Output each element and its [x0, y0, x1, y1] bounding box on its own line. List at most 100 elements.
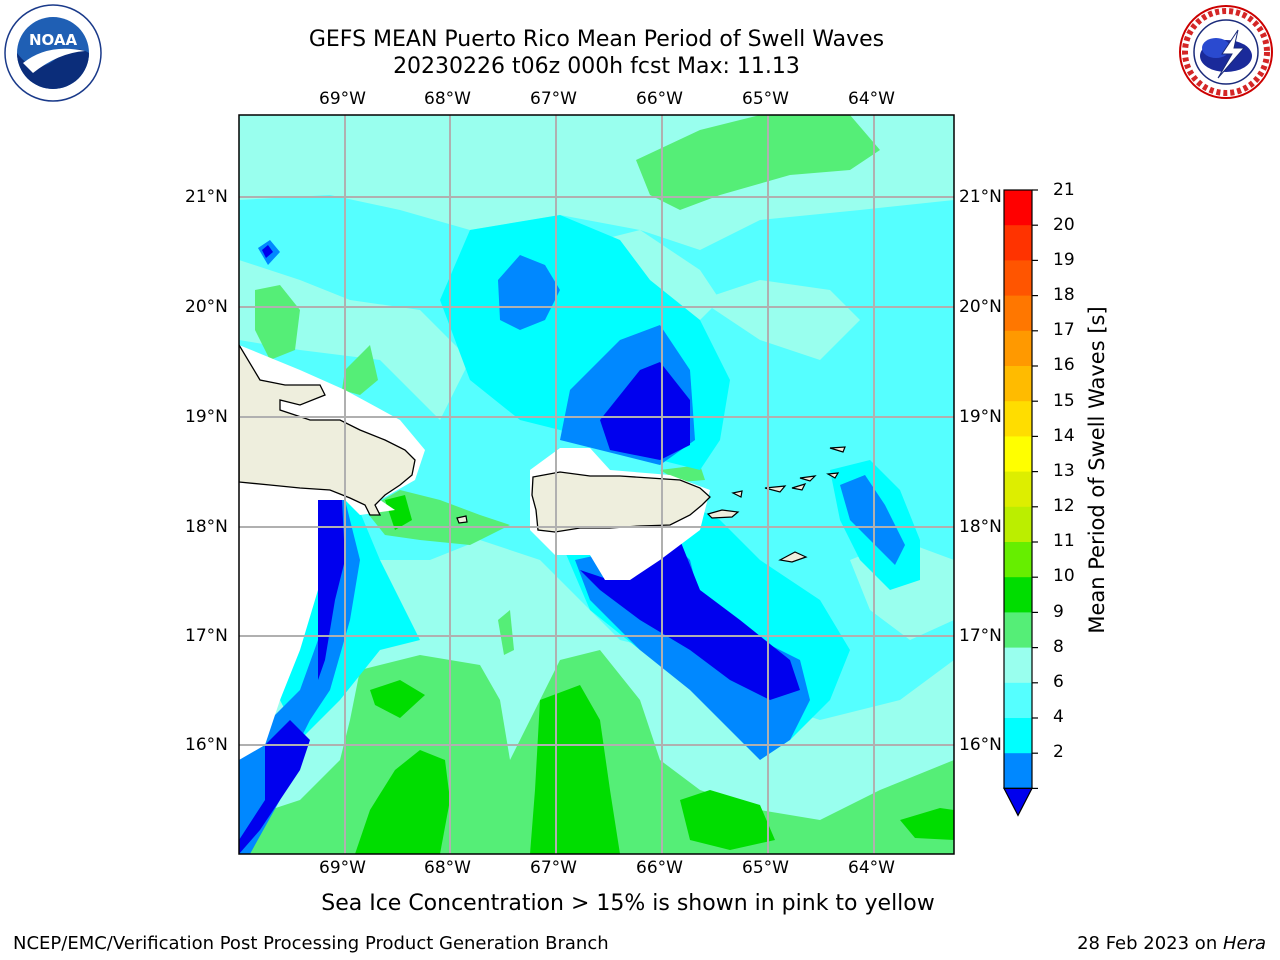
colorbar-tick-label: 11 — [1053, 531, 1075, 551]
colorbar-segment — [1004, 718, 1032, 754]
chart-title: GEFS MEAN Puerto Rico Mean Period of Swe… — [308, 27, 885, 52]
contour-9-10s-pr-east — [660, 465, 705, 482]
colorbar — [1003, 189, 1038, 817]
colorbar-tick-label: 13 — [1053, 461, 1075, 481]
lat-label-left: 18°N — [185, 517, 228, 537]
sea-ice-note: Sea Ice Concentration > 15% is shown in … — [321, 891, 935, 916]
vieques-island — [706, 509, 740, 519]
nws-logo — [1179, 5, 1273, 99]
map-gridlines — [239, 115, 954, 854]
chart-subtitle-forecast: 20230226 t06z 000h fcst Max: 11.13 — [393, 54, 800, 79]
colorbar-segment — [1004, 647, 1032, 684]
lon-label-top: 66°W — [636, 89, 683, 109]
colorbar-segment — [1004, 401, 1032, 437]
contour-9-10s-northeast — [636, 115, 880, 210]
contour-under-2s-north-pr — [600, 362, 690, 460]
contour-10-11s-east — [900, 808, 954, 840]
colorbar-segment — [1004, 577, 1032, 613]
colorbar-segment — [1004, 260, 1032, 297]
contour-2-4s-east — [840, 475, 905, 565]
lon-label-bottom: 68°W — [424, 858, 471, 878]
lat-label-right: 17°N — [959, 626, 1002, 646]
colorbar-tick-label: 8 — [1053, 637, 1064, 657]
colorbar-tick-label: 19 — [1053, 250, 1075, 270]
lon-label-bottom: 66°W — [636, 858, 683, 878]
anegada-island — [826, 446, 846, 479]
colorbar-segment — [1004, 330, 1032, 367]
colorbar-segment — [1004, 436, 1032, 473]
colorbar-segment — [1004, 682, 1032, 719]
colorbar-segment — [1004, 506, 1032, 543]
lat-label-left: 16°N — [185, 735, 228, 755]
contour-10-11s-southwest — [355, 750, 450, 854]
footer-date-text: 28 Feb 2023 on — [1077, 933, 1223, 954]
contour-8-9s-east — [700, 280, 860, 360]
map-plot-area — [239, 115, 954, 854]
lat-label-right: 19°N — [959, 407, 1002, 427]
colorbar-tick-label: 10 — [1053, 566, 1075, 586]
lon-label-bottom: 67°W — [530, 858, 577, 878]
colorbar-tick-label: 15 — [1053, 391, 1075, 411]
mona-island — [456, 515, 468, 524]
colorbar-segment — [1004, 190, 1032, 226]
lat-label-right: 18°N — [959, 517, 1002, 537]
lat-label-right: 20°N — [959, 297, 1002, 317]
footer-credit: NCEP/EMC/Verification Post Processing Pr… — [13, 933, 609, 954]
colorbar-tick-label: 9 — [1053, 602, 1064, 622]
noaa-logo: NOAA — [4, 4, 102, 102]
lat-label-right: 21°N — [959, 187, 1002, 207]
colorbar-title: Mean Period of Swell Waves [s] — [1085, 306, 1109, 634]
lon-label-top: 69°W — [319, 89, 366, 109]
puerto-rico-land — [531, 471, 711, 533]
colorbar-segment — [1004, 366, 1032, 402]
culebra-island — [731, 490, 743, 498]
colorbar-segment — [1004, 295, 1032, 332]
contour-under-2s-southwest — [239, 720, 310, 854]
contour-under-2s-dot — [262, 245, 273, 258]
colorbar-segment — [1004, 542, 1032, 578]
contour-under-2s-south-pr — [580, 540, 800, 700]
lon-label-top: 67°W — [530, 89, 577, 109]
virgin-islands — [764, 475, 817, 493]
colorbar-tick-label: 6 — [1053, 672, 1064, 692]
contour-10-11s-mona — [385, 495, 412, 530]
colorbar-segment — [1004, 753, 1032, 789]
footer-machine: Hera — [1222, 933, 1266, 954]
contour-9-10s-small — [342, 345, 378, 395]
colorbar-frame — [1003, 189, 1033, 790]
lat-label-left: 17°N — [185, 626, 228, 646]
colorbar-tick-label: 21 — [1053, 180, 1075, 200]
st-croix-island — [778, 551, 808, 563]
colorbar-tick-label: 2 — [1053, 742, 1064, 762]
contour-2-4s-north — [498, 255, 560, 330]
colorbar-tick-label: 18 — [1053, 285, 1075, 305]
lat-label-left: 20°N — [185, 297, 228, 317]
colorbar-segment — [1004, 471, 1032, 508]
contour-10-11s-west — [370, 680, 425, 718]
lat-label-right: 16°N — [959, 735, 1002, 755]
lon-label-bottom: 64°W — [848, 858, 895, 878]
lon-label-top: 64°W — [848, 89, 895, 109]
lon-label-bottom: 65°W — [742, 858, 789, 878]
contour-10-11s-southeast — [680, 790, 775, 850]
lon-label-top: 65°W — [742, 89, 789, 109]
map-frame — [238, 114, 955, 855]
colorbar-segment — [1004, 225, 1032, 261]
colorbar-tick-label: 20 — [1053, 215, 1075, 235]
mask-hispaniola-south — [239, 480, 395, 760]
noaa-logo-text: NOAA — [29, 31, 78, 49]
lon-label-bottom: 69°W — [319, 858, 366, 878]
contour-9-10s-northwest — [255, 285, 300, 360]
colorbar-tick-label: 14 — [1053, 426, 1075, 446]
colorbar-tick-label: 12 — [1053, 496, 1075, 516]
colorbar-tick-label: 4 — [1053, 707, 1064, 727]
lat-label-left: 21°N — [185, 187, 228, 207]
lat-label-left: 19°N — [185, 407, 228, 427]
lon-label-top: 68°W — [424, 89, 471, 109]
contour-10-11s-central — [530, 685, 620, 854]
footer-date: 28 Feb 2023 on Hera — [1077, 933, 1266, 954]
colorbar-extension-arrow — [1003, 787, 1033, 817]
colorbar-tick-label: 17 — [1053, 320, 1075, 340]
colorbar-tick-label: 16 — [1053, 355, 1075, 375]
contour-9-10s-narrow — [498, 610, 514, 655]
